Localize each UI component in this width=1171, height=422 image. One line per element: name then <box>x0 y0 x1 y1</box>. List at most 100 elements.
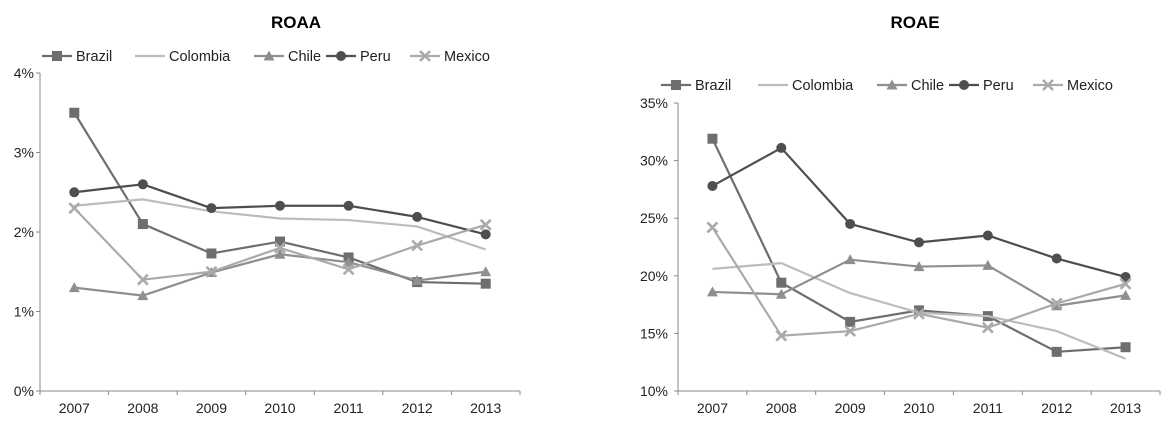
roae-x-tick-label: 2008 <box>766 400 797 416</box>
roaa-y-tick-label: 0% <box>14 383 34 399</box>
roae-legend-colombia-label: Colombia <box>792 78 854 94</box>
roae-series-mexico <box>706 221 1132 342</box>
roae-x-tick-label: 2010 <box>903 400 934 416</box>
roaa-x-tick-label: 2013 <box>470 400 501 416</box>
roae-chile-point <box>913 261 925 272</box>
roae-y-tick-label: 10% <box>640 383 668 399</box>
roae-mexico-point <box>1050 297 1063 310</box>
roae-brazil-point <box>914 305 924 316</box>
roae-peru-point <box>914 237 924 248</box>
roaa-mexico-point <box>274 241 286 254</box>
roaa-colombia-line <box>74 198 487 251</box>
roaa-series-colombia <box>74 198 487 251</box>
roaa-legend-mexico-label: Mexico <box>444 49 490 65</box>
roae-peru-point <box>845 218 856 229</box>
roae-brazil-point <box>1051 346 1062 357</box>
roae-legend-mexico-marker <box>1042 79 1054 91</box>
roae-y-tick-label: 35% <box>640 95 668 111</box>
roaa-series-mexico <box>68 202 492 286</box>
roae-chile-point <box>844 254 856 265</box>
roaa-peru-point <box>480 229 491 240</box>
roae-y-tick-label: 15% <box>640 325 668 341</box>
roae-chile-point <box>1120 289 1132 300</box>
roaa-peru-point <box>137 179 148 190</box>
roae-chile-point <box>775 288 787 299</box>
roae-mexico-point <box>1119 277 1132 290</box>
roae-chart-title: ROAE <box>890 13 939 32</box>
roaa-x-tick-label: 2010 <box>264 400 295 416</box>
roaa-brazil-point <box>480 278 491 289</box>
roae-x-tick-label: 2007 <box>697 400 728 416</box>
roaa-series-chile <box>68 248 492 301</box>
roaa-mexico-point <box>68 202 81 215</box>
roaa-mexico-point <box>479 218 492 231</box>
roaa-brazil-point <box>206 248 217 259</box>
roaa-chile-point <box>343 256 355 267</box>
roaa-chart-title: ROAA <box>271 13 321 32</box>
roae-mexico-point <box>706 221 719 234</box>
roae-y-tick-label: 30% <box>640 153 668 169</box>
roaa-legend-colombia-label: Colombia <box>169 49 231 65</box>
roae-x-tick-label: 2011 <box>973 400 1003 416</box>
roae-mexico-point <box>913 307 925 320</box>
roaa-peru-point <box>412 211 423 222</box>
roae-peru-point <box>776 142 787 153</box>
roaa-y-tick-label: 2% <box>14 224 34 240</box>
roaa-chile-point <box>137 290 149 301</box>
roaa-x-tick-label: 2009 <box>196 400 227 416</box>
roaa-legend-brazil-label: Brazil <box>76 49 112 65</box>
roae-legend-chile-marker <box>886 79 898 90</box>
roaa-x-tick-label: 2011 <box>334 400 364 416</box>
roae-legend-brazil-label: Brazil <box>695 78 731 94</box>
roaa-peru-point <box>69 187 80 198</box>
roaa-peru-point <box>343 200 354 211</box>
roaa-chile-point <box>68 282 80 293</box>
roaa-legend-brazil-marker <box>52 51 62 61</box>
roae-peru-point <box>1051 253 1062 264</box>
roaa-x-tick-label: 2007 <box>59 400 90 416</box>
roae-series-peru <box>707 142 1131 282</box>
roaa-y-tick-label: 1% <box>14 304 34 320</box>
roae-brazil-point <box>707 133 718 144</box>
roaa-y-tick-label: 3% <box>14 145 34 161</box>
roae-legend-brazil-marker <box>671 80 681 90</box>
roae-y-tick-label: 20% <box>640 268 668 284</box>
roaa-brazil-point <box>137 219 148 230</box>
roae-legend: Brazil Colombia Chile Peru Mexico <box>661 78 1113 94</box>
roae-x-tick-label: 2012 <box>1041 400 1072 416</box>
roaa-legend-mexico-marker <box>419 50 431 62</box>
roaa-x-tick-label: 2008 <box>127 400 158 416</box>
roae-peru-point <box>1120 271 1131 282</box>
roae-legend-mexico-label: Mexico <box>1067 78 1113 94</box>
roae-brazil-point <box>845 316 856 327</box>
roaa-legend-peru-label: Peru <box>360 49 391 65</box>
roae-x-tick-label: 2009 <box>835 400 866 416</box>
roae-brazil-point <box>776 277 787 288</box>
roae-brazil-point <box>1120 342 1131 353</box>
roae-mexico-point <box>775 329 788 342</box>
roaa-x-tick-label: 2012 <box>402 400 433 416</box>
roae-legend-peru-marker <box>959 80 969 90</box>
roaa-chile-point <box>480 266 492 277</box>
roaa-brazil-point <box>275 236 285 247</box>
roae-legend-peru-label: Peru <box>983 78 1014 94</box>
roae-mexico-point <box>981 321 994 334</box>
roaa-mexico-point <box>411 239 424 252</box>
roaa-legend: Brazil Colombia Chile Peru Mexico <box>42 49 490 65</box>
roaa-series-brazil <box>69 107 491 289</box>
roae-mexico-point <box>844 325 857 338</box>
roae-x-tick-label: 2013 <box>1110 400 1141 416</box>
roae-y-tick-label: 25% <box>640 210 668 226</box>
roae-chile-point <box>706 286 718 297</box>
roaa-y-tick-label: 4% <box>14 65 34 81</box>
roaa-chile-line <box>74 253 486 297</box>
roae-legend-chile-label: Chile <box>911 78 944 94</box>
roaa-chart: ROAA 0% 1% 2% 3% 4% 2007 2008 2009 2010 2011 2012 20… <box>14 13 521 416</box>
roaa-legend-chile-label: Chile <box>288 49 321 65</box>
roaa-mexico-point <box>136 273 149 286</box>
roaa-peru-point <box>275 200 285 211</box>
roaa-legend-peru-marker <box>336 51 346 61</box>
roaa-series-peru <box>69 179 491 240</box>
